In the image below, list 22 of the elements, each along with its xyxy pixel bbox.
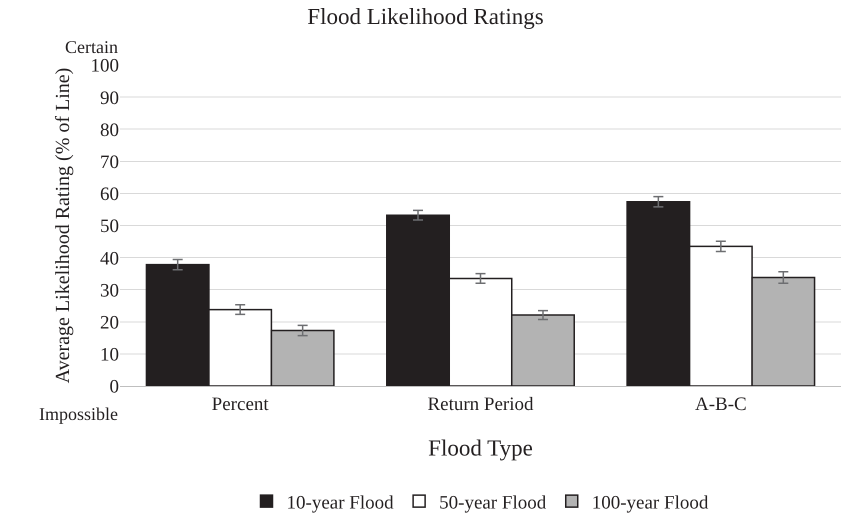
legend-label: 10-year Flood	[286, 492, 394, 514]
text: Certain	[65, 37, 118, 57]
y-tick-label: 90	[100, 88, 119, 109]
x-tick-label: Percent	[212, 394, 270, 415]
y-tick-label: 20	[100, 312, 119, 334]
y-tick-label: 0	[110, 376, 119, 398]
y-tick-label: 40	[100, 248, 119, 270]
y-tick-label: 60	[100, 184, 119, 206]
y-tick-label: 30	[100, 280, 119, 302]
y-tick-label: 50	[100, 216, 119, 238]
legend-label: 100-year Flood	[592, 492, 709, 514]
x-tick-label: A-B-C	[694, 394, 747, 415]
y-tick-label: 100	[90, 56, 119, 77]
y-tick-label: 10	[100, 344, 119, 366]
x-tick-label: Return Period	[427, 394, 534, 415]
text: Impossible	[39, 404, 118, 424]
y-tick-label: 70	[100, 152, 119, 173]
chart-title: Flood Likelihood Ratings	[307, 4, 544, 30]
legend-label: 50-year Flood	[439, 492, 547, 514]
x-axis-title: Flood Type	[428, 435, 533, 460]
y-axis-title: Average Likelihood Rating (% of Line)	[52, 68, 74, 384]
y-tick-label: 80	[100, 120, 119, 141]
